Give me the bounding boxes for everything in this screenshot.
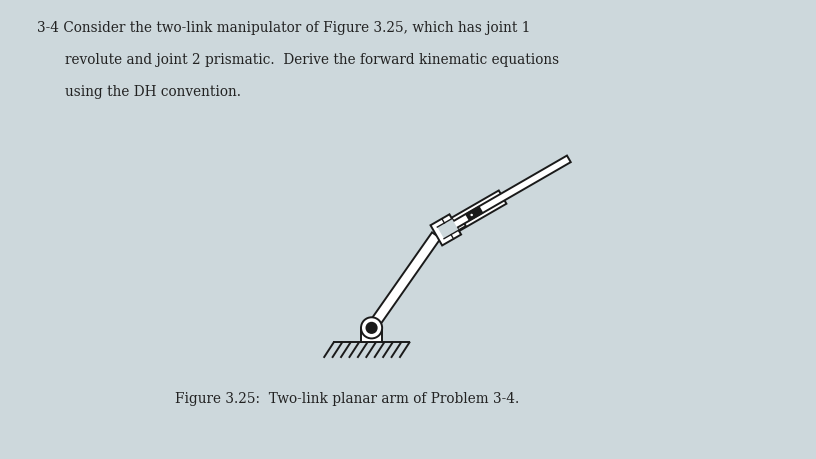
Circle shape — [470, 213, 473, 217]
Text: 3-4 Consider the two-link manipulator of Figure 3.25, which has joint 1: 3-4 Consider the two-link manipulator of… — [37, 21, 530, 35]
Text: using the DH convention.: using the DH convention. — [65, 85, 242, 99]
Text: Figure 3.25:  Two-link planar arm of Problem 3-4.: Figure 3.25: Two-link planar arm of Prob… — [175, 392, 520, 406]
Polygon shape — [437, 218, 459, 239]
Text: revolute and joint 2 prismatic.  Derive the forward kinematic equations: revolute and joint 2 prismatic. Derive t… — [65, 53, 560, 67]
Polygon shape — [466, 207, 482, 220]
Polygon shape — [451, 190, 507, 231]
Circle shape — [361, 317, 382, 338]
Polygon shape — [455, 220, 466, 230]
Polygon shape — [448, 156, 570, 230]
Polygon shape — [367, 232, 441, 331]
Circle shape — [366, 323, 377, 333]
Polygon shape — [361, 328, 382, 342]
Polygon shape — [431, 214, 461, 246]
